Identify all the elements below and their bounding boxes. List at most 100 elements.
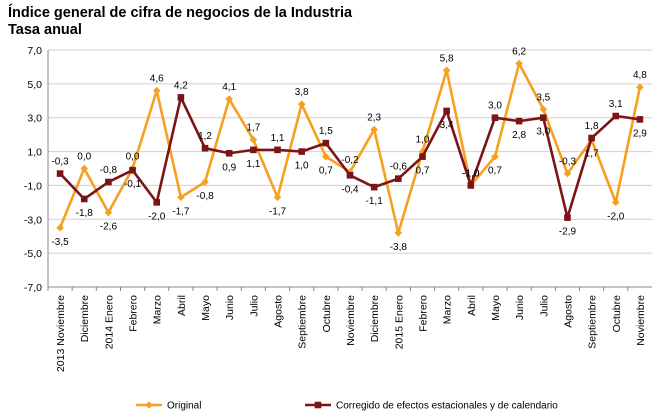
x-tick-label: Diciembre [79, 295, 91, 342]
point-original [104, 208, 113, 217]
data-label-original: 1,0 [416, 135, 430, 146]
data-label-corregido: -1,1 [366, 196, 384, 207]
x-tick-label: Octubre [611, 295, 623, 333]
legend: Original Corregido de efectos estacionale… [136, 401, 558, 412]
point-corregido [564, 214, 571, 221]
x-tick-label: 2013 Noviembre [55, 295, 67, 372]
data-label-corregido: 2,8 [512, 130, 526, 141]
data-label-original: 1,7 [246, 123, 260, 134]
x-tick-label: Mayo [200, 295, 212, 321]
data-label-original: -2,0 [607, 211, 625, 222]
point-original [394, 229, 403, 237]
data-label-original: -1,7 [269, 206, 287, 217]
point-corregido [298, 148, 305, 155]
point-original [539, 105, 548, 114]
y-tick-label: -3,0 [24, 214, 42, 226]
point-corregido [612, 112, 620, 120]
data-label-corregido: -0,6 [390, 162, 408, 173]
data-label-original: -0,2 [341, 155, 359, 166]
data-label-corregido: 0,7 [416, 166, 430, 177]
data-label-original: -1,7 [172, 206, 190, 217]
data-label-original: 5,8 [440, 53, 454, 64]
data-label-original: 0,7 [319, 166, 333, 177]
x-tick-label: Agosto [273, 295, 285, 328]
data-label-original: 0,0 [126, 152, 140, 163]
point-original [273, 193, 282, 202]
point-original [56, 223, 64, 232]
data-label-corregido: 2,9 [633, 128, 647, 139]
x-tick-label: Noviembre [635, 295, 647, 346]
data-label-original: 4,6 [150, 74, 164, 85]
x-tick-label: Julio [248, 295, 260, 317]
data-label-corregido: 1,0 [295, 161, 309, 172]
point-original [611, 198, 620, 207]
x-tick-label: Mayo [490, 295, 502, 321]
data-label-corregido: -2,0 [148, 211, 166, 222]
x-tick-label: Junio [514, 295, 526, 320]
point-corregido [153, 199, 161, 206]
data-label-corregido: -2,9 [559, 227, 577, 238]
point-corregido [274, 146, 281, 154]
data-label-original: -0,3 [559, 157, 577, 168]
point-corregido [177, 94, 185, 101]
series-layer [56, 59, 644, 237]
point-corregido [56, 170, 64, 177]
x-tick-label: Marzo [442, 295, 454, 324]
legend-marker-corregido [314, 401, 322, 409]
point-corregido [491, 114, 499, 122]
point-original [418, 147, 427, 156]
point-original [322, 152, 330, 161]
x-tick-label: 2015 Enero [393, 295, 405, 349]
data-label-corregido: -0,8 [100, 165, 118, 176]
data-label-corregido: 3,1 [609, 99, 623, 110]
data-label-original: 0,7 [488, 166, 502, 177]
point-corregido [395, 175, 402, 182]
point-corregido [80, 195, 88, 203]
data-label-original: 4,8 [633, 70, 647, 81]
x-tick-label: Junio [224, 295, 236, 320]
data-label-original: 0,0 [77, 152, 91, 163]
data-label-original: 4,1 [222, 82, 236, 93]
point-original [249, 135, 258, 144]
data-label-corregido: -0,4 [341, 184, 359, 195]
data-label-corregido: 3,0 [536, 127, 550, 138]
point-original [152, 86, 161, 95]
data-label-corregido: 4,2 [174, 80, 188, 91]
point-corregido [419, 153, 426, 160]
data-label-original: -3,8 [390, 242, 408, 253]
x-tick-label: Febrero [417, 295, 429, 332]
data-label-corregido: -0,3 [51, 157, 69, 168]
point-corregido [636, 116, 644, 123]
data-label-original: -1,0 [462, 168, 480, 179]
data-label-original: -2,6 [100, 222, 118, 233]
point-original [442, 66, 451, 75]
y-tick-label: 3,0 [27, 113, 42, 125]
x-tick-label: Abril [176, 295, 188, 316]
point-original [370, 125, 378, 134]
point-corregido [370, 183, 378, 191]
chart-title: Índice general de cifra de negocios de l… [8, 5, 353, 21]
data-label-original: -3,5 [51, 237, 69, 248]
x-tick-label: Septiembre [587, 295, 599, 349]
x-tick-label: Febrero [128, 295, 140, 332]
point-original [177, 193, 185, 202]
point-corregido [322, 139, 330, 147]
point-corregido [539, 114, 547, 122]
point-original [636, 83, 644, 92]
legend-label-original: Original [167, 401, 201, 412]
x-tick-label: Noviembre [345, 295, 357, 346]
y-tick-label: -5,0 [24, 248, 42, 260]
data-label-corregido: 1,2 [198, 131, 212, 142]
point-original [491, 152, 499, 161]
data-label-corregido: 1,1 [246, 159, 260, 170]
point-corregido [467, 182, 475, 189]
point-original [225, 95, 233, 103]
y-axis: 7,0 5,0 3,0 1,0 -1,0 -3,0 -5,0 -7,0 [24, 45, 49, 294]
data-label-corregido: 0,9 [222, 162, 236, 173]
point-corregido [346, 171, 354, 179]
data-label-original: -0,8 [196, 191, 214, 202]
data-label-corregido: -0,1 [124, 179, 142, 190]
data-label-original: 2,3 [367, 113, 381, 124]
point-corregido [225, 149, 233, 157]
